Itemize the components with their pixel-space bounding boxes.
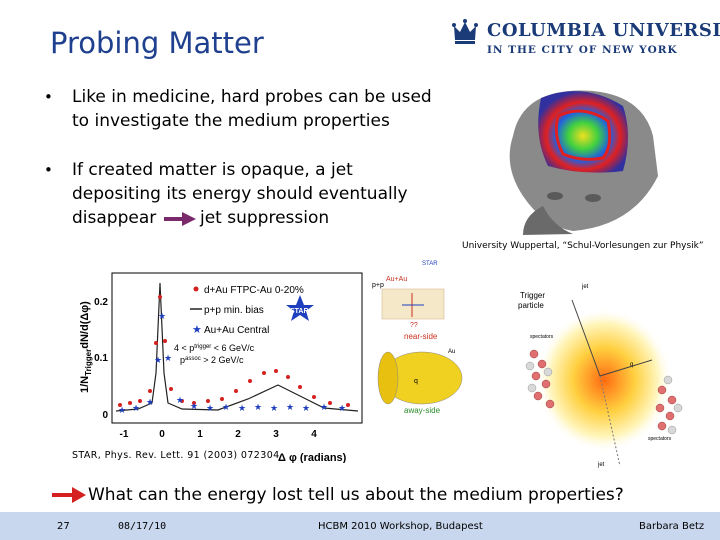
- diagram-pp-label: p+p: [372, 282, 384, 289]
- footer-bar: [0, 512, 720, 540]
- diagram-away-side-label: away-side: [404, 406, 441, 415]
- diagram-unknown-label: ??: [410, 322, 418, 329]
- svg-text:★: ★: [176, 396, 184, 406]
- arrow-right-icon: [164, 212, 196, 226]
- x-tick-label: 1: [197, 429, 203, 440]
- x-tick-label: 3: [273, 429, 279, 440]
- x-tick-label: 4: [311, 429, 317, 440]
- plot-ylabel: 1/NTriggerdN/d(Δφ): [79, 301, 93, 393]
- bullet-1-line-2: to investigate the medium properties: [72, 111, 390, 131]
- footer-author: Barbara Betz: [639, 521, 705, 532]
- svg-text:★: ★: [206, 404, 214, 414]
- slide-number: 27: [57, 521, 70, 532]
- diagram-au-label: Au: [448, 349, 455, 355]
- jet-top-label: jet: [581, 284, 589, 290]
- svg-text:★: ★: [222, 403, 230, 413]
- x-tick-label: 0: [159, 429, 165, 440]
- star-logo: STAR: [286, 295, 314, 321]
- bullet-dot: •: [44, 88, 53, 106]
- kinematic-cut-2: passoc > 2 GeV/c: [180, 355, 244, 365]
- svg-text:★: ★: [164, 354, 172, 364]
- spectator-spheres: [525, 361, 683, 435]
- svg-text:★: ★: [118, 406, 126, 416]
- arrow-right-icon: [52, 487, 86, 503]
- bullet-dot: •: [44, 161, 53, 179]
- series-auau-points: ★ ★★ ★★★ ★★ ★ ★ ★ ★ ★ ★ ★ ★ ★: [118, 312, 346, 416]
- legend-entry-dau: d+Au FTPC-Au 0-20%: [204, 285, 304, 296]
- y-tick-label: 0: [102, 410, 108, 421]
- bullet-2-line-3: disappear: [72, 208, 157, 228]
- logo-university-subtitle: IN THE CITY OF NEW YORK: [487, 44, 678, 56]
- spectators-top-label: spectators: [530, 334, 554, 340]
- footer-event: HCBM 2010 Workshop, Budapest: [318, 521, 483, 532]
- jet-quenching-illustration: Trigger particle jet spectators spectato…: [518, 284, 683, 468]
- nucleon-spheres: [529, 349, 677, 431]
- bullet-2-line-2: depositing its energy should eventually: [72, 184, 408, 204]
- plot-citation: STAR, Phys. Rev. Lett. 91 (2003) 072304: [72, 450, 280, 461]
- legend-entry-auau: Au+Au Central: [204, 325, 269, 336]
- svg-text:★: ★: [320, 403, 328, 413]
- bullet-1-line-1: Like in medicine, hard probes can be use…: [72, 87, 432, 107]
- x-tick-label: -1: [120, 429, 129, 440]
- slide-title: Probing Matter: [50, 26, 264, 60]
- y-tick-label: 0.2: [94, 297, 108, 308]
- series-dau-points: [118, 295, 350, 407]
- logo-university-name: COLUMBIA UNIVERSITY: [487, 20, 720, 41]
- bullet-2-conclusion: jet suppression: [200, 208, 330, 228]
- plot-xlabel: Δ φ (radians): [278, 452, 347, 463]
- diagram-near-side-label: near-side: [404, 332, 438, 341]
- legend-marker-dau: [193, 286, 199, 292]
- y-tick-label: 0.1: [94, 353, 108, 364]
- jet-bottom-label: jet: [597, 462, 605, 468]
- plot-frame: [111, 272, 363, 424]
- svg-text:★: ★: [338, 404, 346, 414]
- brain-scan-image: [483, 76, 710, 235]
- quark-label: q: [630, 362, 633, 368]
- jet-collision-diagram: p+p Au+Au STAR ?? near-side Au q away-si…: [372, 261, 463, 415]
- image-credit: University Wuppertal, “Schul-Vorlesungen…: [462, 241, 704, 251]
- diagram-quark-label: q: [414, 378, 418, 385]
- svg-text:★: ★: [146, 398, 154, 408]
- crown-icon: [452, 19, 478, 44]
- jet-trigger-label: Trigger: [520, 291, 545, 300]
- legend-marker-auau: ★: [192, 323, 202, 336]
- svg-text:★: ★: [190, 402, 198, 412]
- diagram-star-label: STAR: [422, 261, 438, 267]
- svg-text:STAR: STAR: [290, 308, 309, 315]
- spectators-bottom-label: spectators: [648, 436, 672, 442]
- svg-text:★: ★: [302, 404, 310, 414]
- footer-date: 08/17/10: [118, 521, 167, 532]
- closing-question: What can the energy lost tell us about t…: [88, 485, 624, 505]
- svg-text:★: ★: [270, 404, 278, 414]
- svg-text:★: ★: [238, 404, 246, 414]
- correlation-plot: 1/NTriggerdN/d(Δφ) 0.2 0.1 0 -1 0 1 2 3 …: [79, 272, 363, 463]
- jet-particle-label: particle: [518, 301, 544, 310]
- diagram-auau-label: Au+Au: [386, 276, 407, 283]
- legend-entry-pp: p+p min. bias: [204, 305, 264, 316]
- kinematic-cut-1: 4 < ptrigger < 6 GeV/c: [174, 343, 255, 353]
- svg-text:★: ★: [154, 356, 162, 366]
- bullet-2-line-1: If created matter is opaque, a jet: [72, 160, 353, 180]
- series-pp-curve: [115, 282, 359, 412]
- svg-text:★: ★: [254, 403, 262, 413]
- svg-text:★: ★: [286, 403, 294, 413]
- x-tick-label: 2: [235, 429, 241, 440]
- svg-text:★: ★: [158, 312, 166, 322]
- svg-text:★: ★: [132, 404, 140, 414]
